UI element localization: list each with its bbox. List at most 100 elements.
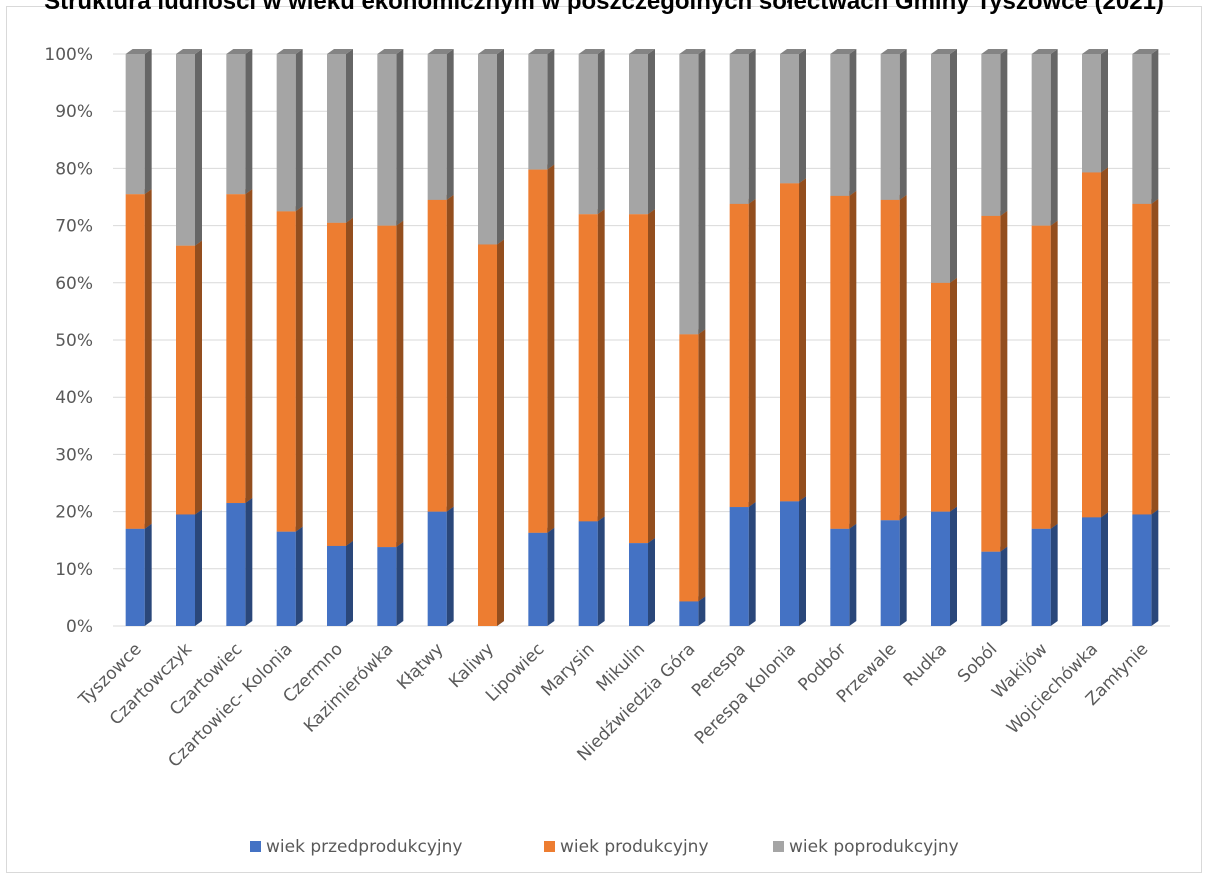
bar-segment-side — [597, 49, 605, 215]
legend-swatch — [544, 841, 555, 852]
legend-swatch — [250, 841, 261, 852]
bar-segment — [830, 54, 850, 196]
bar-segment — [427, 199, 447, 512]
y-tick-label: 50% — [55, 331, 93, 351]
bar-segment-side — [1000, 49, 1008, 216]
bar-segment-top — [981, 49, 1008, 54]
bar-segment-side — [849, 523, 857, 626]
bar-segment — [679, 54, 699, 335]
bar-segment-side — [547, 527, 555, 626]
bar-segment — [327, 222, 346, 546]
x-tick-label: Rudka — [900, 639, 951, 690]
bar-segment-top — [327, 49, 353, 54]
bar-segment-side — [547, 164, 555, 533]
bar-segment-side — [849, 49, 857, 196]
x-tick-label: Marysin — [538, 639, 599, 700]
bar-segment-side — [497, 49, 504, 245]
bar-segment — [1132, 514, 1152, 626]
bar-segment-side — [799, 49, 806, 184]
bar-segment — [629, 543, 648, 626]
bar-segment-side — [849, 190, 857, 529]
bar-segment — [427, 54, 447, 200]
bar-segment — [780, 183, 799, 502]
bar-segment — [981, 54, 1001, 216]
legend-label: wiek poprodukcyjny — [789, 837, 959, 857]
bar-segment — [125, 194, 145, 529]
bar-segment-side — [950, 277, 957, 512]
bar-segment-side — [144, 189, 152, 529]
bar-segment — [679, 601, 699, 626]
bar-segment-side — [648, 538, 655, 626]
bar-segment-side — [648, 209, 655, 544]
bar-segment-side — [1000, 546, 1008, 626]
bar-segment — [276, 54, 296, 212]
bar-segment — [880, 199, 900, 521]
bar-segment-top — [226, 49, 253, 54]
bar-segment — [176, 245, 195, 515]
y-tick-label: 10% — [55, 560, 93, 580]
bar-segment-side — [1101, 49, 1108, 173]
y-tick-label: 40% — [55, 388, 93, 408]
bar-segment — [1132, 203, 1152, 515]
bar-segment — [981, 215, 1001, 552]
bar-segment — [578, 54, 598, 215]
y-tick-label: 30% — [55, 445, 93, 465]
bar-segment-side — [295, 206, 303, 532]
bar-segment-side — [648, 49, 655, 215]
bar-segment — [1082, 517, 1101, 626]
bar-segment — [931, 54, 950, 283]
bar-segment — [226, 503, 246, 626]
bar-segment-side — [245, 189, 253, 504]
bar-segment-top — [1031, 49, 1058, 54]
bar-segment-side — [698, 329, 706, 602]
bar-segment-side — [1050, 49, 1058, 226]
bar-segment-side — [446, 49, 454, 200]
bar-segment-side — [195, 240, 202, 515]
legend-swatch — [773, 841, 784, 852]
bar-segment-side — [597, 209, 605, 522]
bar-segment-side — [346, 49, 353, 223]
x-tick-label: Kłątwy — [393, 639, 447, 693]
x-tick-label: Wojciechówka — [1003, 639, 1102, 738]
bar-segment — [981, 551, 1001, 626]
bar-segment — [377, 547, 397, 626]
bar-segment-top — [679, 49, 706, 54]
bar-segment — [931, 282, 950, 512]
bar-segment — [528, 532, 548, 626]
bar-segment-top — [729, 49, 756, 54]
bar-segment-side — [1151, 198, 1159, 515]
bar-segment — [276, 531, 296, 626]
bar-segment — [528, 169, 548, 533]
bar-segment-side — [144, 523, 152, 626]
bar-segment-side — [698, 49, 706, 335]
bar-segment — [125, 54, 145, 195]
y-tick-label: 20% — [55, 503, 93, 523]
bar-segment-top — [377, 49, 404, 54]
bar-segment-side — [245, 498, 253, 626]
bar-segment — [377, 54, 397, 226]
bar-segment — [377, 225, 397, 548]
legend-label: wiek produkcyjny — [560, 837, 709, 857]
bar-segment-side — [698, 596, 706, 626]
bar-segment — [578, 214, 598, 522]
bar-segment-top — [578, 49, 605, 54]
bar-segment — [578, 521, 598, 626]
bar-segment-side — [245, 49, 253, 195]
bar-segment-top — [629, 49, 655, 54]
bar-segment — [931, 511, 950, 626]
chart-title: Struktura ludności w wieku ekonomicznym … — [44, 0, 1164, 15]
bar-segment-side — [1000, 210, 1008, 552]
bar-segment-side — [597, 516, 605, 626]
y-tick-label: 90% — [55, 102, 93, 122]
bar-segment — [629, 54, 648, 215]
bar-segment-side — [799, 496, 806, 626]
bar-segment — [880, 520, 900, 626]
y-tick-label: 80% — [55, 159, 93, 179]
bar-segment-side — [195, 509, 202, 626]
legend-label: wiek przedprodukcyjny — [266, 837, 462, 857]
bar-segment — [880, 54, 900, 200]
bar-segment — [226, 54, 246, 195]
bar-segment-side — [346, 217, 353, 546]
bar-segment-side — [1151, 49, 1159, 204]
bar-segment-side — [748, 198, 756, 508]
